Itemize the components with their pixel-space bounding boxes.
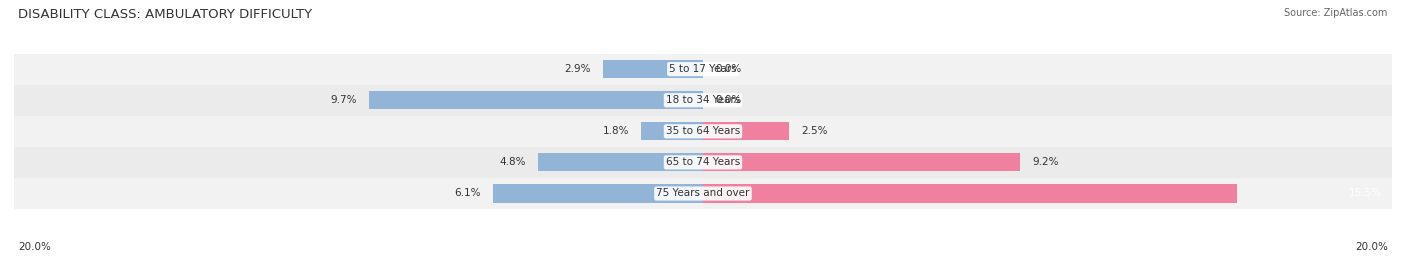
Bar (703, 122, 789, 140)
Bar (368, 91, 703, 109)
Text: 18 to 34 Years: 18 to 34 Years (666, 95, 740, 105)
Text: 0.0%: 0.0% (716, 95, 741, 105)
Text: 1.8%: 1.8% (602, 126, 628, 136)
Bar (14, 85, 1392, 116)
Bar (703, 153, 1019, 172)
Text: 6.1%: 6.1% (454, 188, 481, 199)
Text: 2.5%: 2.5% (801, 126, 828, 136)
Text: 2.9%: 2.9% (565, 64, 591, 74)
Text: Source: ZipAtlas.com: Source: ZipAtlas.com (1284, 8, 1388, 18)
Text: 75 Years and over: 75 Years and over (657, 188, 749, 199)
Bar (14, 178, 1392, 209)
Text: 15.5%: 15.5% (1348, 188, 1382, 199)
Bar (494, 184, 703, 203)
Text: DISABILITY CLASS: AMBULATORY DIFFICULTY: DISABILITY CLASS: AMBULATORY DIFFICULTY (18, 8, 312, 21)
Text: 20.0%: 20.0% (1355, 242, 1388, 252)
Text: 65 to 74 Years: 65 to 74 Years (666, 157, 740, 168)
Bar (703, 184, 1237, 203)
Bar (14, 147, 1392, 178)
Text: 20.0%: 20.0% (18, 242, 51, 252)
Text: 5 to 17 Years: 5 to 17 Years (669, 64, 737, 74)
Text: 0.0%: 0.0% (716, 64, 741, 74)
Text: 9.2%: 9.2% (1032, 157, 1059, 168)
Bar (603, 60, 703, 78)
Text: 9.7%: 9.7% (330, 95, 357, 105)
Bar (537, 153, 703, 172)
Text: 4.8%: 4.8% (499, 157, 526, 168)
Bar (14, 54, 1392, 85)
Bar (641, 122, 703, 140)
Bar (14, 116, 1392, 147)
Text: 35 to 64 Years: 35 to 64 Years (666, 126, 740, 136)
Legend: Male, Female: Male, Female (641, 265, 765, 268)
